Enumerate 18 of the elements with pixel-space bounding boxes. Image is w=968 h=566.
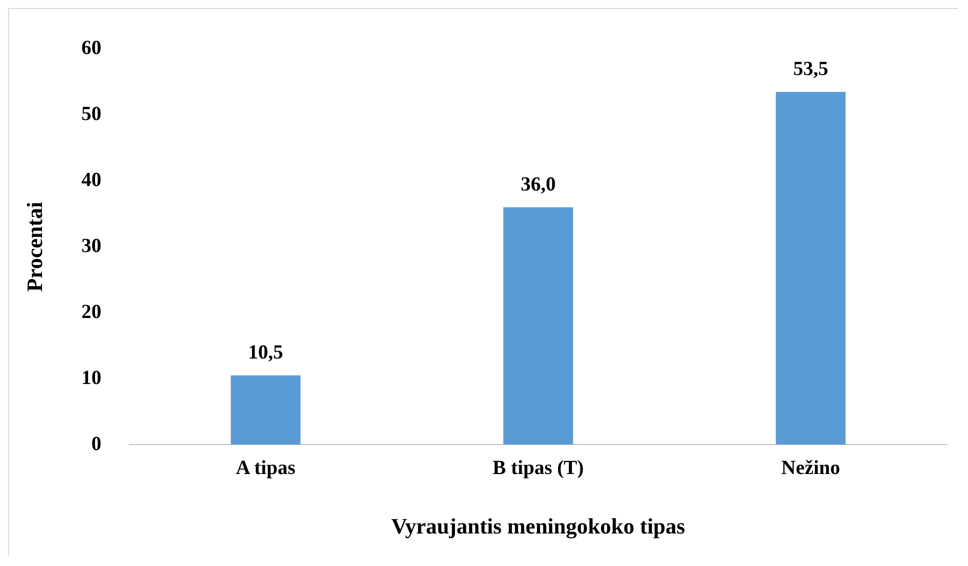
y-tick-label: 60: [81, 37, 102, 60]
x-tick-label: A tipas: [236, 456, 296, 479]
y-tick-label: 50: [81, 103, 102, 126]
bar: [776, 92, 846, 445]
y-tick-label: 40: [81, 169, 102, 192]
x-tick-label: Nežino: [781, 456, 840, 479]
data-label: 10,5: [248, 342, 284, 364]
y-axis-title: Procentai: [22, 202, 47, 292]
bar: [230, 375, 301, 445]
bar: [503, 207, 574, 445]
data-label: 53,5: [793, 58, 828, 80]
y-tick-label: 30: [81, 234, 102, 257]
x-tick-label: B tipas (T): [492, 456, 584, 479]
data-label: 36,0: [520, 173, 556, 196]
x-axis-title: Vyraujantis meningokoko tipas: [391, 513, 686, 538]
y-tick-label: 0: [91, 432, 102, 455]
y-tick-label: 20: [81, 300, 102, 323]
y-tick-label: 10: [81, 366, 102, 389]
